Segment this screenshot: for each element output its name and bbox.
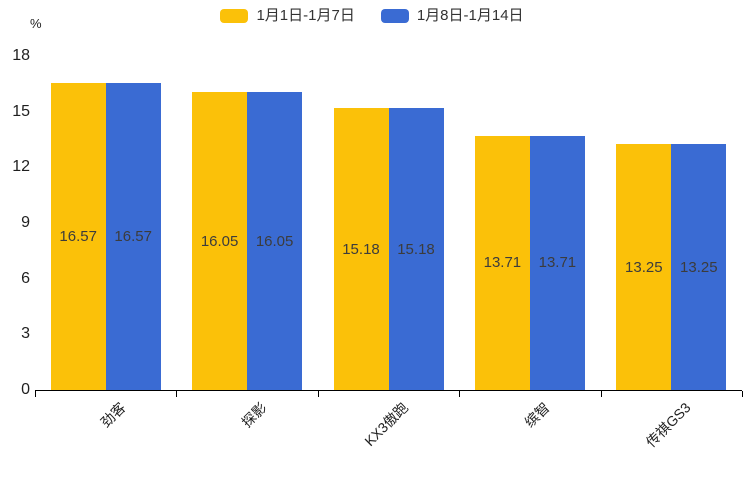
bar-value-label: 15.18 (397, 240, 435, 258)
bar-value-label: 13.25 (680, 258, 718, 276)
x-axis-tick (600, 391, 602, 397)
x-axis-tick (317, 391, 319, 397)
bar-value-label: 16.05 (200, 232, 239, 250)
x-axis-line (35, 390, 742, 391)
y-tick-label: 12 (12, 158, 30, 176)
bar-series-1-category-5[interactable]: 13.25 (616, 144, 672, 390)
bar-value-label: 15.18 (342, 240, 380, 258)
chart-legend: 1月1日-1月7日 1月8日-1月14日 (0, 8, 744, 23)
bar-series-1-category-4[interactable]: 13.71 (474, 135, 530, 390)
bar-series-2-category-1[interactable]: 16.57 (105, 82, 161, 390)
bar-value-label: 16.57 (114, 227, 152, 245)
bar-value-label: 16.05 (255, 232, 294, 250)
bar-value-label: 13.71 (538, 254, 577, 272)
y-tick-label: 15 (12, 102, 30, 120)
bar-series-1-category-1[interactable]: 16.57 (50, 82, 106, 390)
y-tick-label: 0 (21, 381, 30, 398)
x-axis-tick (35, 391, 36, 397)
y-tick-label: 6 (21, 269, 30, 287)
legend-swatch-icon (220, 8, 249, 23)
y-tick-label: 3 (21, 325, 30, 343)
bar-series-1-category-3[interactable]: 15.18 (333, 108, 389, 390)
bar-series-2-category-5[interactable]: 13.25 (671, 144, 727, 390)
x-category-label: 劲客 (97, 399, 129, 431)
legend-item-label: 1月1日-1月7日 (256, 7, 355, 24)
bar-series-2-category-4[interactable]: 13.71 (529, 135, 585, 390)
x-category-label: 探影 (238, 399, 270, 431)
bar-series-2-category-2[interactable]: 16.05 (247, 92, 303, 390)
bar-value-label: 13.25 (625, 258, 663, 276)
legend-swatch-icon (380, 8, 409, 23)
y-tick-label: 9 (21, 214, 30, 231)
bar-value-label: 16.57 (59, 227, 97, 245)
y-axis-unit-label: % (30, 16, 42, 31)
x-category-label: KX3傲跑 (361, 399, 412, 450)
x-axis-tick (742, 391, 743, 397)
bar-series-1-category-2[interactable]: 16.05 (192, 92, 248, 390)
bar-series-2-category-3[interactable]: 15.18 (388, 108, 444, 390)
x-axis-tick (459, 391, 461, 397)
y-tick-label: 18 (12, 47, 30, 64)
legend-item-series-1[interactable]: 1月1日-1月7日 (220, 7, 355, 24)
x-category-label: 缤智 (521, 399, 553, 431)
bar-value-label: 13.71 (483, 254, 522, 272)
legend-item-series-2[interactable]: 1月8日-1月14日 (380, 7, 524, 24)
legend-item-label: 1月8日-1月14日 (416, 7, 524, 24)
x-category-label: 传祺GS3 (642, 399, 694, 451)
x-axis-tick (176, 391, 178, 397)
